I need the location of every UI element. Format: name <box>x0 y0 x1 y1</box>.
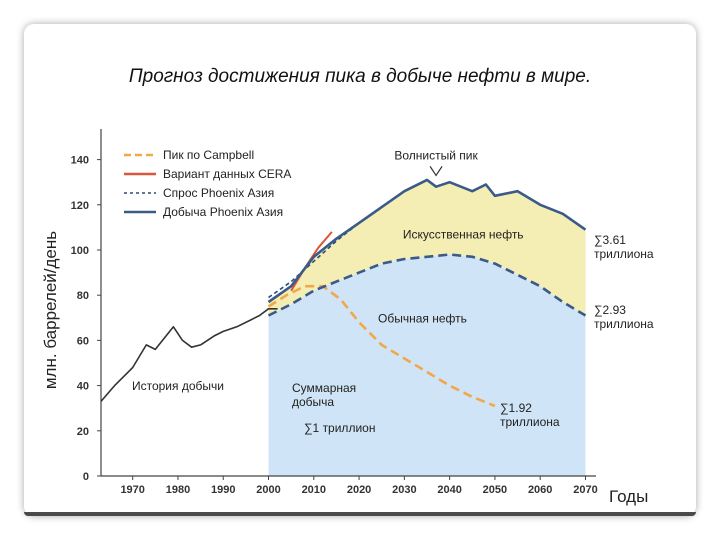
annotation-3: История добычи <box>132 379 224 393</box>
y-tick-label: 20 <box>77 426 89 438</box>
series-line-5 <box>100 307 278 402</box>
annotation-6: ∑1.92 триллиона <box>500 401 560 429</box>
x-tick-label: 1990 <box>211 484 235 496</box>
legend-label-2: Спрос Phoenix Азия <box>163 186 274 200</box>
legend-label-1: Вариант данных CERA <box>163 167 291 181</box>
x-tick-label: 2030 <box>392 484 416 496</box>
y-tick-label: 60 <box>77 335 89 347</box>
x-tick-label: 2040 <box>437 484 461 496</box>
y-tick-label: 0 <box>83 471 89 483</box>
annotation-4: Суммарная добыча <box>292 381 356 409</box>
x-tick-label: 1970 <box>120 484 144 496</box>
annotation-0: Волнистый пик <box>394 149 478 163</box>
x-tick-label: 2050 <box>483 484 507 496</box>
x-tick-label: 2020 <box>347 484 371 496</box>
x-tick-label: 2070 <box>573 484 597 496</box>
x-axis-label: Годы <box>609 487 648 506</box>
x-tick-label: 2000 <box>256 484 280 496</box>
slide-bottom-edge <box>24 512 696 516</box>
legend-label-3: Добыча Phoenix Азия <box>163 205 283 219</box>
chart-regions <box>268 179 586 476</box>
region-synthetic-oil <box>268 179 586 316</box>
legend-label-0: Пик по Campbell <box>163 148 254 162</box>
annotation-2: Обычная нефть <box>378 311 467 325</box>
annotation-7: ∑2.93 триллиона <box>594 303 654 331</box>
region-conventional-oil <box>268 254 586 476</box>
chart-annotations: Волнистый пик Искусственная нефть Обычная … <box>132 149 654 435</box>
annotation-1: Искусственная нефть <box>403 228 524 242</box>
x-tick-label: 2060 <box>528 484 552 496</box>
y-tick-label: 120 <box>71 200 89 212</box>
wavy-peak-marker <box>429 166 443 177</box>
y-tick-label: 40 <box>77 381 89 393</box>
annotation-5: ∑1 триллион <box>304 421 375 435</box>
annotation-8: ∑3.61 триллиона <box>594 233 654 261</box>
x-tick-label: 2010 <box>302 484 326 496</box>
x-tick-label: 1980 <box>166 484 190 496</box>
y-axis-label: млн. баррелей/день <box>41 231 60 389</box>
series-line-0 <box>267 284 496 408</box>
series-line-4 <box>267 253 587 317</box>
slide-title: Прогноз достижения пика в добыче нефти в… <box>128 66 592 87</box>
y-tick-label: 140 <box>71 155 89 167</box>
y-tick-label: 100 <box>71 245 89 257</box>
chart-series-lines <box>100 178 587 408</box>
y-tick-label: 80 <box>77 290 89 302</box>
series-line-3 <box>267 178 587 304</box>
chart-legend: Пик по Campbell Вариант данных CERA Спрос … <box>124 148 291 219</box>
